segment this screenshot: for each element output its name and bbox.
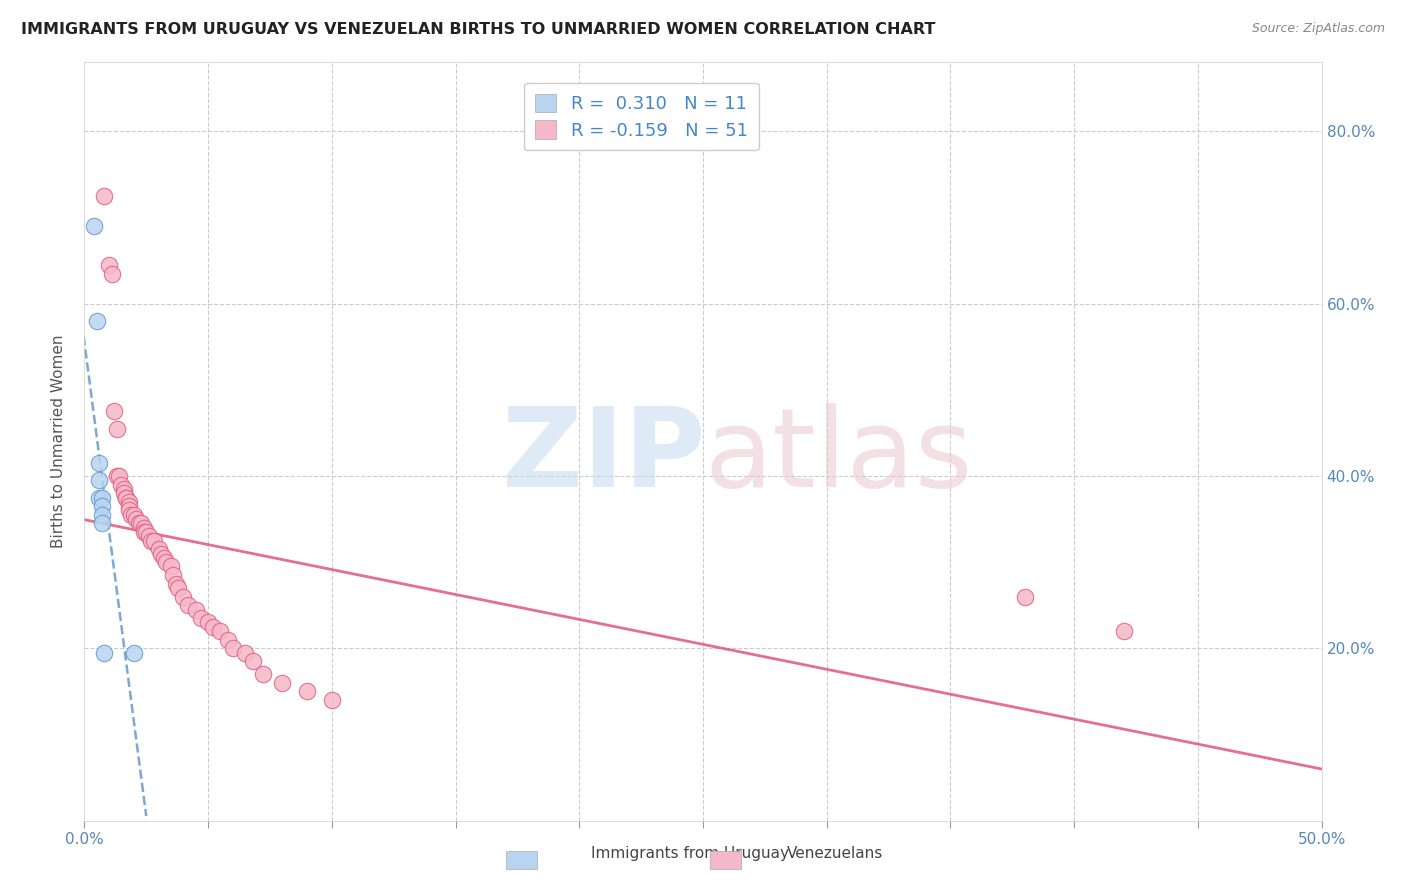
Point xyxy=(172,590,194,604)
Point xyxy=(242,654,264,668)
Point xyxy=(118,499,141,513)
Point xyxy=(125,512,148,526)
Point xyxy=(167,581,190,595)
Point xyxy=(112,482,135,496)
Point xyxy=(103,404,125,418)
Point xyxy=(120,508,142,522)
Point xyxy=(209,624,232,639)
Point xyxy=(321,693,343,707)
Point xyxy=(122,508,145,522)
Point xyxy=(108,469,131,483)
Point xyxy=(233,646,256,660)
Point xyxy=(89,491,111,505)
Point xyxy=(89,473,111,487)
Point xyxy=(1014,590,1036,604)
Point xyxy=(129,516,152,531)
Point xyxy=(184,602,207,616)
Point xyxy=(138,529,160,543)
Point xyxy=(90,508,112,522)
Point xyxy=(115,491,138,505)
Point xyxy=(110,477,132,491)
Text: Source: ZipAtlas.com: Source: ZipAtlas.com xyxy=(1251,22,1385,36)
Point xyxy=(112,486,135,500)
Point xyxy=(115,491,138,505)
Point xyxy=(142,533,165,548)
Point xyxy=(202,620,225,634)
Text: Venezuelans: Venezuelans xyxy=(787,847,883,861)
Text: ZIP: ZIP xyxy=(502,403,706,510)
Point xyxy=(222,641,245,656)
Point xyxy=(132,521,155,535)
Point xyxy=(132,524,155,539)
Text: Immigrants from Uruguay: Immigrants from Uruguay xyxy=(591,847,789,861)
Point xyxy=(155,555,177,569)
Point xyxy=(98,258,121,272)
Point xyxy=(118,495,141,509)
Point xyxy=(122,646,145,660)
Point xyxy=(118,503,141,517)
Point xyxy=(150,547,173,561)
Point xyxy=(295,684,318,698)
Point xyxy=(1112,624,1135,639)
Point xyxy=(197,615,219,630)
Point xyxy=(135,524,157,539)
Point xyxy=(105,469,128,483)
Point xyxy=(165,576,187,591)
Point xyxy=(93,646,115,660)
Point xyxy=(141,533,163,548)
Point xyxy=(148,542,170,557)
Point xyxy=(105,422,128,436)
Point xyxy=(252,667,274,681)
Point xyxy=(90,491,112,505)
Point xyxy=(160,559,183,574)
Point xyxy=(90,516,112,531)
Point xyxy=(93,189,115,203)
Point xyxy=(190,611,212,625)
Point xyxy=(162,568,184,582)
Point xyxy=(177,599,200,613)
Text: IMMIGRANTS FROM URUGUAY VS VENEZUELAN BIRTHS TO UNMARRIED WOMEN CORRELATION CHAR: IMMIGRANTS FROM URUGUAY VS VENEZUELAN BI… xyxy=(21,22,935,37)
Legend: R =  0.310   N = 11, R = -0.159   N = 51: R = 0.310 N = 11, R = -0.159 N = 51 xyxy=(524,83,758,151)
Point xyxy=(83,219,105,234)
Text: atlas: atlas xyxy=(704,403,973,510)
Point xyxy=(217,632,239,647)
Point xyxy=(86,314,108,328)
Point xyxy=(90,499,112,513)
Point xyxy=(271,675,294,690)
Point xyxy=(89,456,111,470)
Point xyxy=(152,550,174,565)
Point xyxy=(100,267,122,281)
Point xyxy=(128,516,150,531)
Y-axis label: Births to Unmarried Women: Births to Unmarried Women xyxy=(51,334,66,549)
